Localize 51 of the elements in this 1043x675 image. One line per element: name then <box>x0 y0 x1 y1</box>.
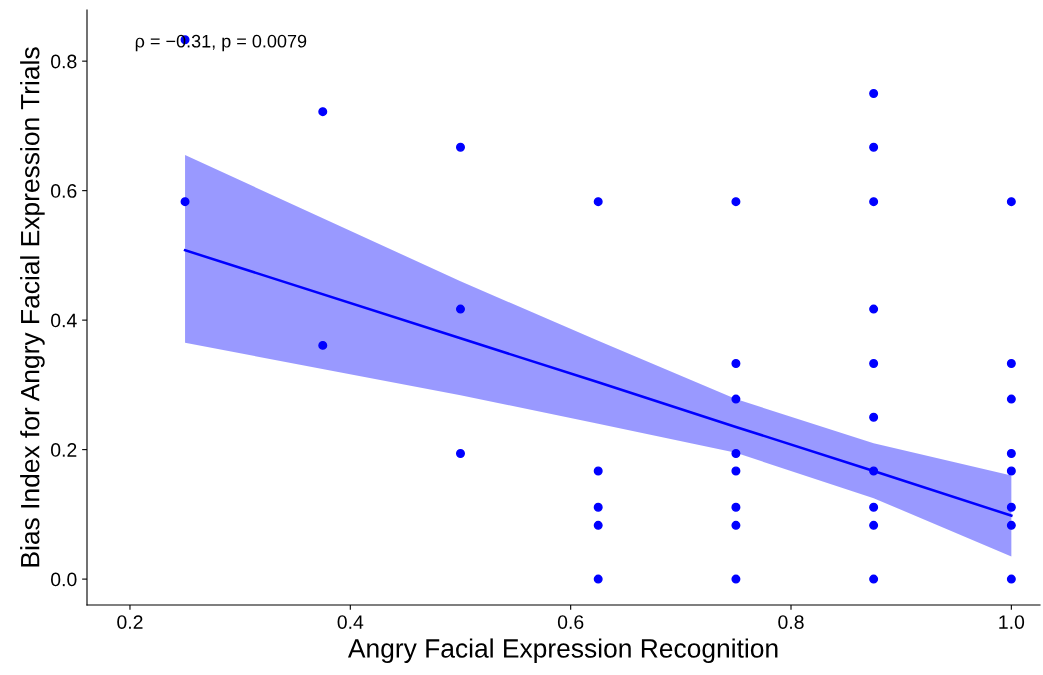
point <box>869 520 879 530</box>
point <box>869 359 879 369</box>
point <box>593 466 603 476</box>
y-axis-title: Bias Index for Angry Facial Expression Trials <box>20 47 45 567</box>
point <box>593 197 603 207</box>
point <box>731 466 741 476</box>
point <box>869 197 879 207</box>
point <box>731 574 741 584</box>
point <box>731 197 741 207</box>
point <box>1006 466 1016 476</box>
point <box>869 412 879 422</box>
y-tick-label: 0.0 <box>51 572 77 587</box>
point <box>593 574 603 584</box>
y-tick-label: 0.8 <box>51 54 77 69</box>
point <box>731 502 741 512</box>
x-tick-label: 0.4 <box>337 615 364 629</box>
point <box>180 197 190 207</box>
point <box>455 448 465 458</box>
point <box>731 448 741 458</box>
point <box>318 107 328 117</box>
y-tick-label: 0.2 <box>51 443 77 457</box>
point <box>731 520 741 530</box>
y-tick-label: 0.4 <box>51 313 77 328</box>
y-tick-label: 0.6 <box>51 184 77 198</box>
point <box>1006 448 1016 458</box>
annotation: ρ = −0.31, p = 0.0079 <box>135 34 307 52</box>
point <box>731 394 741 404</box>
point <box>1006 394 1016 404</box>
line-series <box>183 248 1013 517</box>
point <box>1006 197 1016 207</box>
x-tick-label: 0.6 <box>557 615 584 629</box>
point <box>593 520 603 530</box>
point <box>869 466 879 476</box>
x-axis-title: Angry Facial Expression Recognition <box>347 638 778 663</box>
x-tick-label: 0.2 <box>117 615 143 629</box>
point <box>869 142 879 152</box>
point <box>869 304 879 314</box>
point <box>593 502 603 512</box>
point <box>1006 502 1016 512</box>
point <box>318 340 328 350</box>
point <box>869 502 879 512</box>
point <box>869 89 879 99</box>
x-tick-label: 1.0 <box>999 615 1025 629</box>
point <box>1006 359 1016 369</box>
point <box>455 304 465 314</box>
point <box>455 142 465 152</box>
x-tick-label: 0.8 <box>778 615 804 629</box>
point <box>869 574 879 584</box>
point <box>1006 574 1016 584</box>
point <box>731 359 741 369</box>
point <box>1006 520 1016 530</box>
